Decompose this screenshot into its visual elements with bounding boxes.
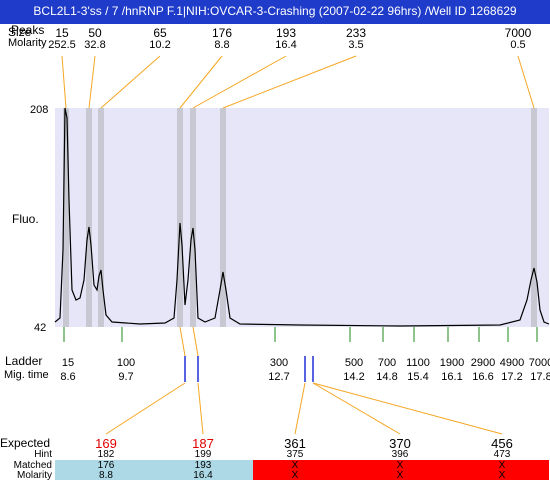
ladder-time-label: 16.1 <box>441 371 463 383</box>
peak-band <box>190 108 196 327</box>
match-leader-line <box>192 326 199 357</box>
ladder-size-label: 1900 <box>439 357 465 369</box>
peak-band <box>98 108 104 327</box>
expected-leader-line <box>312 382 401 435</box>
peak-band <box>63 108 69 327</box>
peak-leader-line <box>192 55 287 109</box>
ladder-time-label: 12.7 <box>268 371 290 383</box>
peak-size-label: 193 <box>275 26 297 40</box>
peak-molarity-label: 8.8 <box>214 39 230 51</box>
peak-size-label: 65 <box>153 26 167 40</box>
plot-area <box>55 108 549 327</box>
title-bar: BCL2L1-3'ss / 7 /hnRNP F.1|NIH:OVCAR-3-C… <box>0 0 550 24</box>
hint-value: 396 <box>391 449 409 460</box>
peak-leader-line <box>179 55 223 109</box>
hint-value: 375 <box>286 449 304 460</box>
hint-value: 199 <box>194 449 212 460</box>
ladder-time-label: 16.6 <box>472 371 494 383</box>
expected-size-label: 187 <box>192 436 214 451</box>
ladder-size-label: 500 <box>344 357 364 369</box>
y-axis-label: Fluo. <box>12 212 39 226</box>
ladder-size-label: 1100 <box>406 357 430 369</box>
matched-value: X <box>291 460 299 471</box>
matched-value: 193 <box>194 460 212 471</box>
matched-molarity-value: X <box>396 470 404 481</box>
peak-leader-line <box>88 55 96 109</box>
peak-molarity-label: 16.4 <box>275 39 297 51</box>
expected-leader-line <box>105 382 186 435</box>
ladder-time-label: 9.7 <box>118 371 134 383</box>
expected-size-label: 456 <box>491 436 513 451</box>
peak-leader-line <box>61 55 67 109</box>
expected-leader-line <box>312 382 503 435</box>
peak-molarity-label: 0.5 <box>510 39 526 51</box>
ladder-size-label: 4900 <box>499 357 525 369</box>
fluorescence-trace <box>54 107 550 327</box>
matched-molarity-value: X <box>498 470 506 481</box>
molarity-row-label: Molarity <box>16 470 52 481</box>
ladder-time-label: 14.2 <box>343 371 365 383</box>
y-min-label: 42 <box>34 322 47 334</box>
molarity-label: Molarity <box>8 37 47 49</box>
matched-label: Matched <box>13 460 52 471</box>
peak-band <box>220 108 226 327</box>
y-max-label: 208 <box>30 104 49 116</box>
mig-time-label: Mig. time <box>4 369 49 381</box>
unmatched-row-bg <box>253 460 549 480</box>
peak-molarity-label: 10.2 <box>149 39 171 51</box>
hint-value: 182 <box>97 449 115 460</box>
ladder-size-label: 300 <box>269 357 289 369</box>
window-title: BCL2L1-3'ss / 7 /hnRNP F.1|NIH:OVCAR-3-C… <box>33 4 517 18</box>
expected-leader-line <box>197 382 204 435</box>
peak-molarity-label: 252.5 <box>48 39 76 51</box>
ladder-size-label: 15 <box>61 357 75 369</box>
peak-leader-line <box>517 55 535 109</box>
expected-size-label: 361 <box>284 436 306 451</box>
matched-value: X <box>396 460 404 471</box>
peak-band <box>531 108 537 327</box>
expected-label: Expected <box>0 436 51 450</box>
ladder-time-label: 17.8 <box>530 371 550 383</box>
matched-molarity-value: 16.4 <box>193 470 213 481</box>
peak-molarity-label: 32.8 <box>84 39 106 51</box>
matched-value: 176 <box>97 460 115 471</box>
matched-row-bg <box>55 460 253 480</box>
expected-size-label: 370 <box>389 436 411 451</box>
peak-size-label: 233 <box>345 26 367 40</box>
ladder-time-label: 14.8 <box>376 371 398 383</box>
peak-size-label: 7000 <box>504 26 532 40</box>
peak-size-label: 50 <box>88 26 102 40</box>
matched-molarity-value: X <box>291 470 299 481</box>
ladder-size-label: 2900 <box>470 357 496 369</box>
match-leader-line <box>179 326 186 357</box>
peaks-size-label-overlap: Size <box>8 25 32 39</box>
ladder-time-label: 17.2 <box>501 371 523 383</box>
expected-leader-line <box>294 382 306 435</box>
ladder-time-label: 8.6 <box>60 371 76 383</box>
matched-molarity-value: 8.8 <box>99 470 113 481</box>
peak-size-label: 176 <box>211 26 233 40</box>
peak-band <box>86 108 92 327</box>
ladder-time-label: 15.4 <box>407 371 429 383</box>
peak-size-label: 15 <box>55 26 69 40</box>
peak-band <box>177 108 183 327</box>
ladder-label: Ladder <box>5 354 43 368</box>
expected-size-label: 169 <box>95 436 117 451</box>
peaks-label: Peaks <box>11 23 45 37</box>
peak-leader-line <box>222 55 357 109</box>
hint-value: 473 <box>493 449 511 460</box>
ladder-size-label: 700 <box>377 357 397 369</box>
ladder-size-label: 7000 <box>528 357 550 369</box>
matched-value: X <box>498 460 506 471</box>
hint-label: Hint <box>34 449 52 460</box>
peak-molarity-label: 3.5 <box>348 39 364 51</box>
ladder-size-label: 100 <box>116 357 136 369</box>
peak-leader-line <box>100 55 161 109</box>
